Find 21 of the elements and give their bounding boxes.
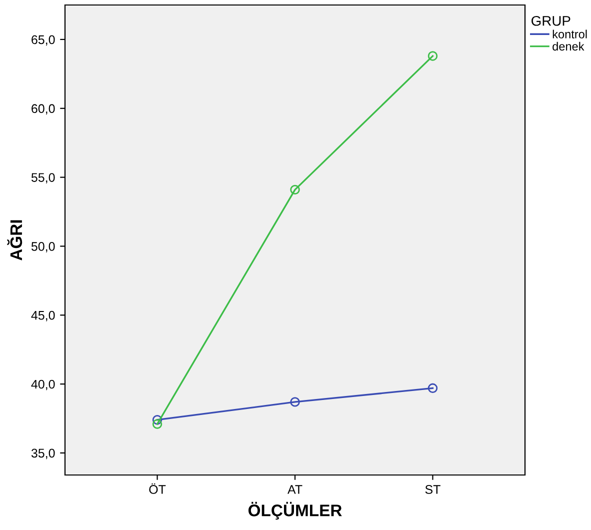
point — [152, 415, 162, 425]
legend-label: kontrol — [552, 30, 587, 38]
y-tick-label: 35,0 — [31, 448, 55, 460]
y-tick-label: 60,0 — [32, 104, 55, 114]
x-tick-label: AT — [288, 485, 302, 494]
y-tick-label: 55,0 — [31, 173, 55, 184]
y-tick-label: 65,0 — [32, 35, 55, 46]
point — [428, 383, 438, 394]
y-tick-label: 40,0 — [31, 380, 55, 390]
legend-label: denek — [552, 42, 584, 51]
x-axis-title: ÖLÇÜMLER — [248, 502, 342, 520]
legend-title: GRUP — [532, 16, 570, 26]
y-tick-label: 50,0 — [31, 242, 55, 252]
x-tick-label: ST — [425, 485, 440, 494]
point — [290, 184, 300, 195]
point — [290, 397, 300, 407]
point — [152, 419, 162, 429]
point — [428, 51, 438, 61]
x-tick-label: ÖT — [149, 483, 166, 494]
y-tick-label: 45,0 — [31, 310, 55, 322]
y-axis-title: AĞRI — [7, 220, 22, 260]
